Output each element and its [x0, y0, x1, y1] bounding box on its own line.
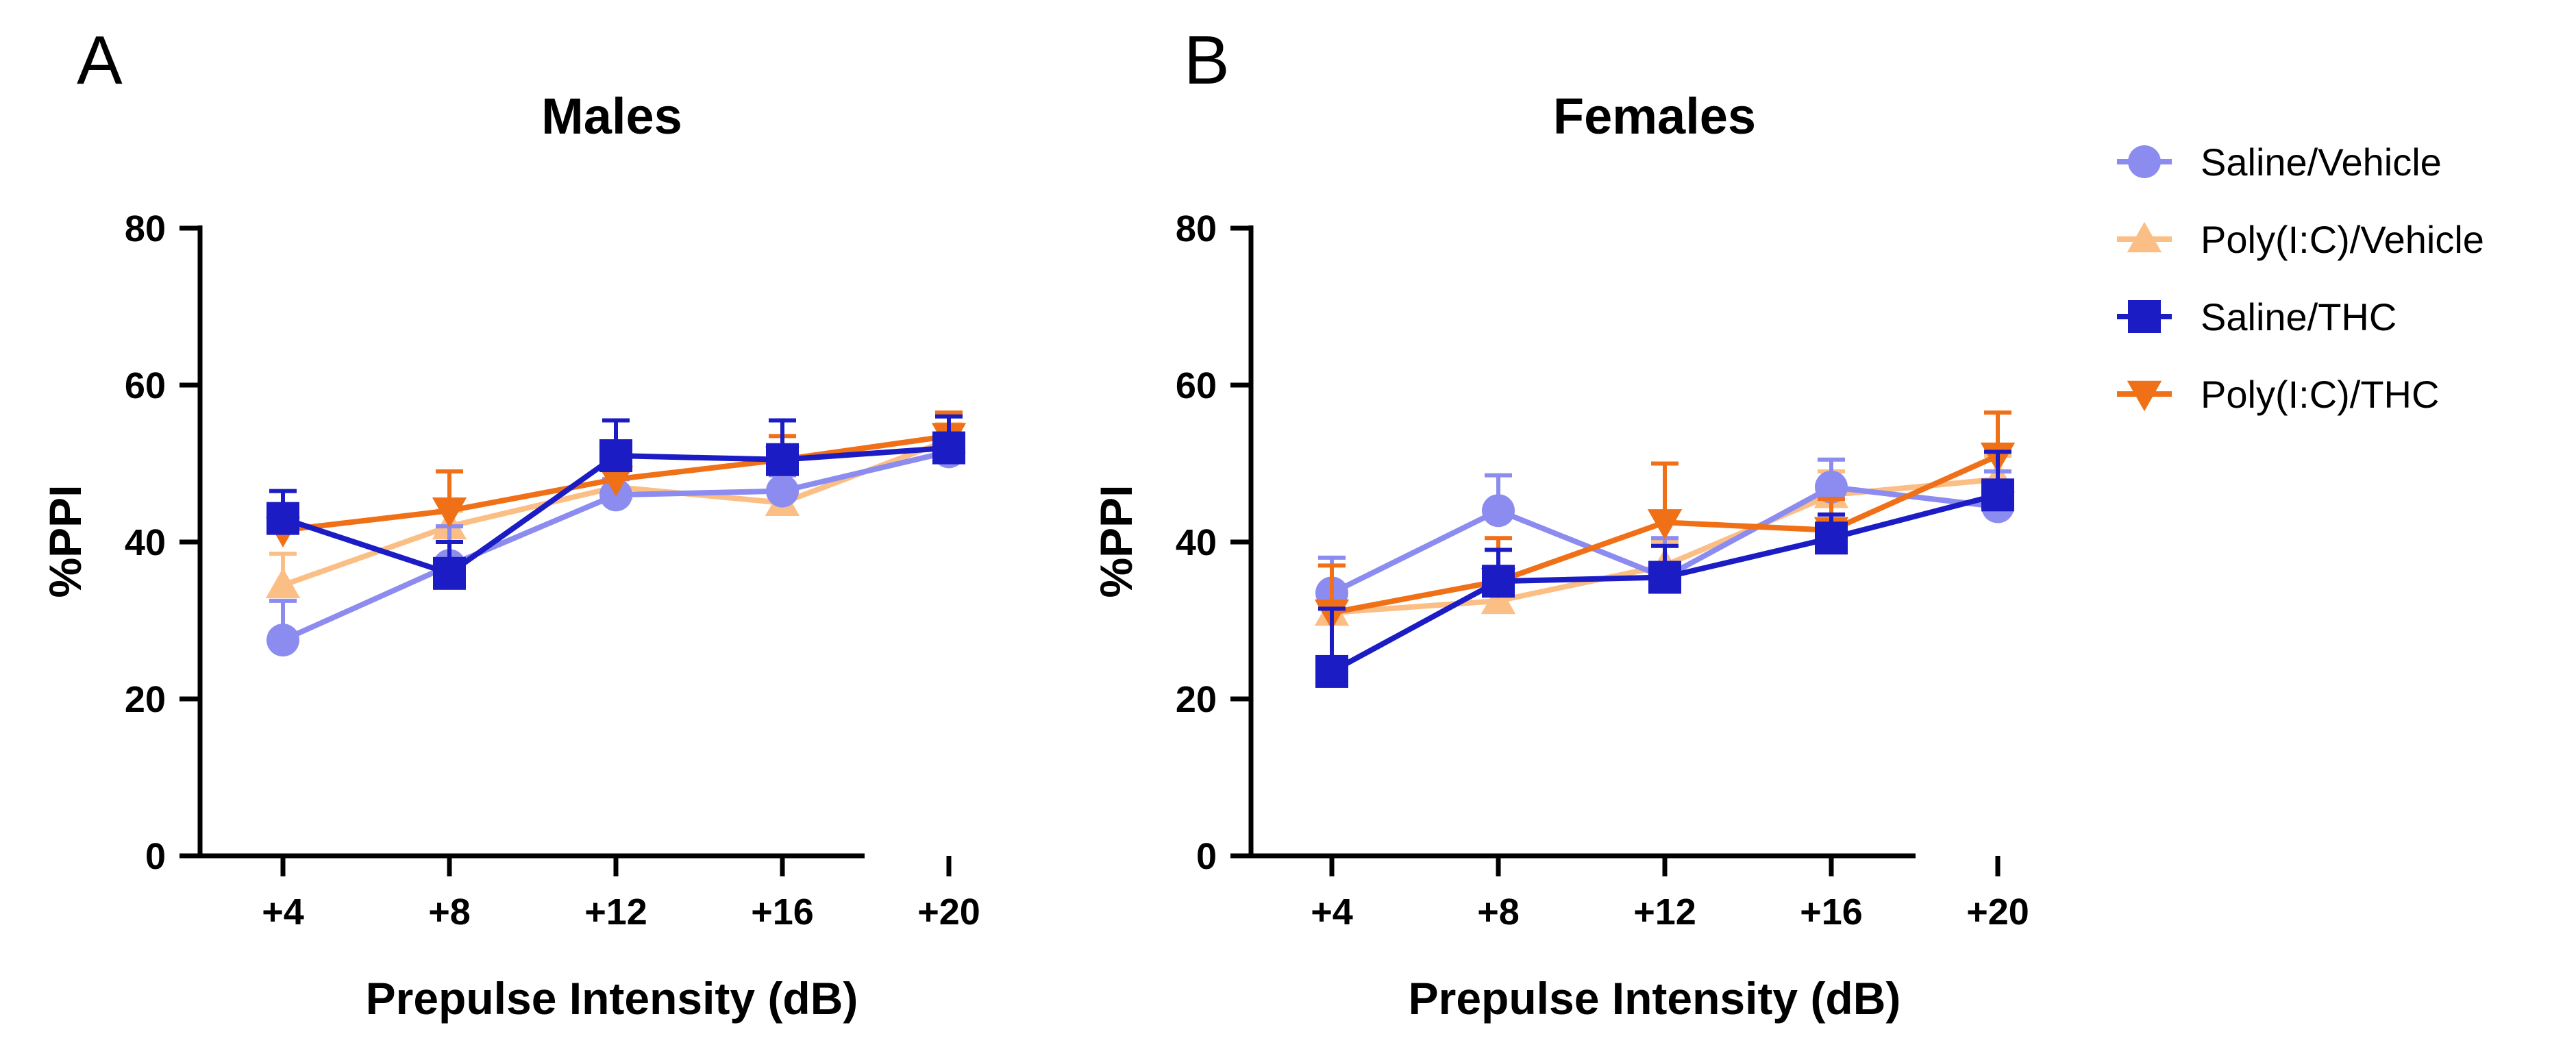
x-tick-label: +20 [1966, 891, 2029, 933]
legend-marker [2127, 380, 2162, 412]
y-axis-label-males: %PPI [40, 484, 90, 598]
y-tick-label: 0 [145, 836, 166, 877]
panel-letter-a: A [77, 22, 123, 99]
x-tick-label: +16 [1800, 891, 1863, 933]
legend-entry: Poly(I:C)/THC [2117, 373, 2439, 416]
data-point [1481, 583, 1516, 615]
legend-entry: Saline/THC [2117, 295, 2397, 338]
data-point [267, 502, 299, 535]
series-poly-i-c-thc [265, 410, 967, 548]
data-point [1315, 654, 1348, 688]
data-point [1815, 521, 1848, 555]
data-point [599, 439, 632, 473]
legend-marker [2127, 221, 2162, 253]
data-point [1482, 494, 1515, 528]
data-point [265, 567, 301, 599]
x-tick-label: +4 [262, 891, 304, 933]
y-tick-label: 40 [1176, 522, 1217, 563]
data-point [267, 624, 299, 657]
data-point [1482, 565, 1515, 598]
plot-area-males: 0 20 40 60 80 +4 +8 +12 +16 +20 [125, 208, 980, 933]
data-point [1647, 509, 1683, 540]
series-saline-thc [1315, 449, 2014, 688]
data-point [1648, 561, 1681, 594]
data-point [766, 474, 799, 508]
data-point [598, 466, 634, 497]
chart-title-males: Males [541, 88, 682, 145]
y-tick-label: 40 [125, 522, 166, 563]
panel-females: B Females %PPI Prepulse Intensity (dB) 0… [1091, 22, 2029, 1024]
data-point [932, 431, 965, 465]
series-saline-thc [267, 414, 965, 590]
legend-label: Poly(I:C)/Vehicle [2201, 218, 2484, 261]
x-tick-label: +16 [751, 891, 814, 933]
legend-label: Poly(I:C)/THC [2201, 373, 2439, 416]
data-point [1981, 478, 2014, 512]
data-point [432, 497, 467, 528]
legend: Saline/Vehicle Poly(I:C)/Vehicle Saline/TH… [2117, 140, 2484, 416]
legend-marker [2128, 300, 2161, 333]
x-tick-label: +4 [1311, 891, 1353, 933]
legend-label: Saline/THC [2201, 295, 2397, 338]
y-tick-label: 60 [125, 365, 166, 406]
y-tick-label: 20 [1176, 679, 1217, 720]
y-tick-label: 0 [1196, 836, 1217, 877]
plot-area-females: 0 20 40 60 80 +4 +8 +12 +16 +20 [1176, 208, 2029, 933]
x-tick-label: +8 [428, 891, 471, 933]
x-axis-label-males: Prepulse Intensity (dB) [366, 973, 858, 1024]
y-tick-label: 20 [125, 679, 166, 720]
data-point [766, 443, 799, 476]
series-poly-i-c-thc [1314, 410, 2016, 630]
legend-entry: Saline/Vehicle [2117, 140, 2442, 184]
legend-entry: Poly(I:C)/Vehicle [2117, 218, 2484, 261]
x-tick-label: +8 [1477, 891, 1520, 933]
x-tick-label: +20 [917, 891, 980, 933]
y-tick-label: 60 [1176, 365, 1217, 406]
chart-title-females: Females [1553, 88, 1756, 145]
data-point [433, 556, 466, 590]
legend-marker [2128, 145, 2161, 178]
panel-letter-b: B [1184, 22, 1230, 99]
x-tick-label: +12 [584, 891, 647, 933]
data-point [1815, 470, 1848, 504]
y-axis-label-females: %PPI [1091, 484, 1141, 598]
panel-males: A Males %PPI Prepulse Intensity (dB) 0 20… [40, 22, 980, 1024]
y-tick-label: 80 [1176, 208, 1217, 249]
x-tick-label: +12 [1633, 891, 1696, 933]
legend-label: Saline/Vehicle [2201, 140, 2442, 184]
y-tick-label: 80 [125, 208, 166, 249]
x-axis-label-females: Prepulse Intensity (dB) [1409, 973, 1901, 1024]
